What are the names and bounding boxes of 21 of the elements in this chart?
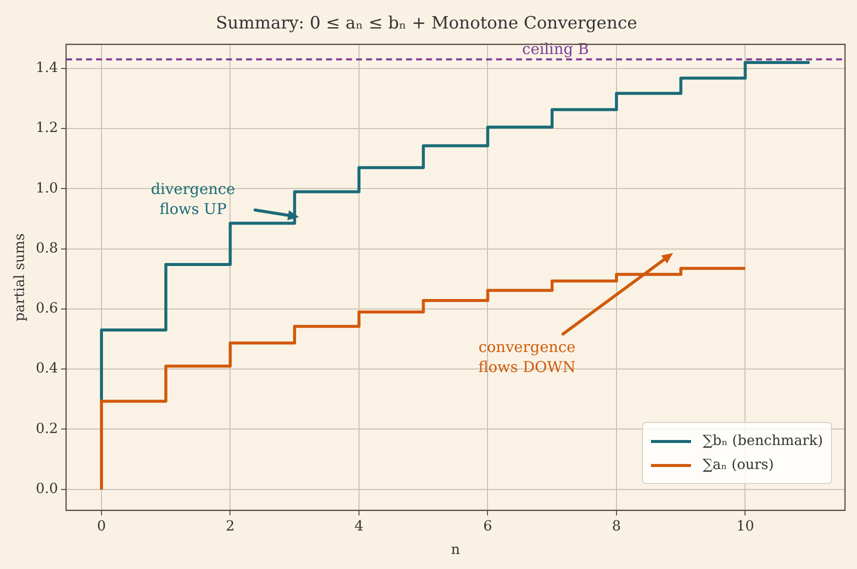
y-tick-label: 1.2	[36, 120, 58, 136]
y-tick-label: 1.0	[36, 180, 58, 196]
y-tick-label: 0.2	[36, 420, 58, 437]
y-tick-label: 0.8	[36, 240, 58, 256]
x-axis-title: n	[451, 542, 460, 558]
x-tick-label: 8	[612, 518, 621, 534]
x-tick-label: 2	[226, 518, 235, 534]
annotation: divergence flows UP	[150, 180, 236, 218]
y-tick-label: 0.0	[36, 480, 58, 497]
legend-label: ∑bₙ (benchmark)	[702, 433, 823, 449]
x-tick-label: 0	[97, 518, 106, 534]
x-tick-label: 4	[354, 518, 364, 534]
y-tick-label: 0.6	[36, 300, 58, 317]
x-tick-label: 6	[483, 518, 492, 534]
x-tick-label: 10	[736, 518, 754, 534]
y-tick-label: 0.4	[36, 360, 58, 377]
legend-label: ∑aₙ (ours)	[702, 457, 774, 473]
annotation: convergence flows DOWN	[478, 338, 576, 376]
y-axis-title: partial sums	[12, 233, 28, 322]
y-tick-label: 1.4	[36, 60, 58, 76]
chart-title: Summary: 0 ≤ aₙ ≤ bₙ + Monotone Convergence	[216, 14, 638, 34]
